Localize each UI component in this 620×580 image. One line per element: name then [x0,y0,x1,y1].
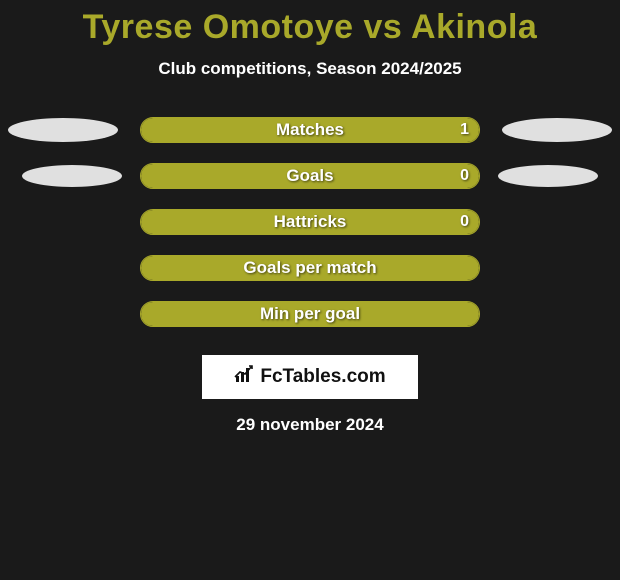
stats-list: Matches 1 Goals 0 Hattricks 0 Goals per match M… [0,107,620,337]
stat-row: Min per goal [0,291,620,337]
date: 29 november 2024 [0,415,620,435]
stat-label: Goals [286,166,333,186]
logo-box: FcTables.com [202,355,418,399]
stat-bar: Min per goal [140,301,480,327]
stat-value: 1 [460,121,469,139]
stat-label: Goals per match [243,258,376,278]
chart-icon [234,365,256,389]
stat-label: Min per goal [260,304,360,324]
stat-value: 0 [460,167,469,185]
stat-value: 0 [460,213,469,231]
marker-ellipse-right [498,165,598,187]
logo: FcTables.com [234,365,385,389]
stat-bar: Hattricks 0 [140,209,480,235]
marker-ellipse-left [8,118,118,142]
stat-row: Goals per match [0,245,620,291]
logo-text: FcTables.com [260,366,385,388]
comparison-card: Tyrese Omotoye vs Akinola Club competiti… [0,0,620,435]
stat-row: Matches 1 [0,107,620,153]
stat-label: Matches [276,120,344,140]
stat-bar: Goals per match [140,255,480,281]
stat-label: Hattricks [274,212,347,232]
marker-ellipse-right [502,118,612,142]
stat-bar: Goals 0 [140,163,480,189]
stat-row: Hattricks 0 [0,199,620,245]
stat-bar: Matches 1 [140,117,480,143]
marker-ellipse-left [22,165,122,187]
page-title: Tyrese Omotoye vs Akinola [0,8,620,47]
stat-row: Goals 0 [0,153,620,199]
subtitle: Club competitions, Season 2024/2025 [0,59,620,79]
